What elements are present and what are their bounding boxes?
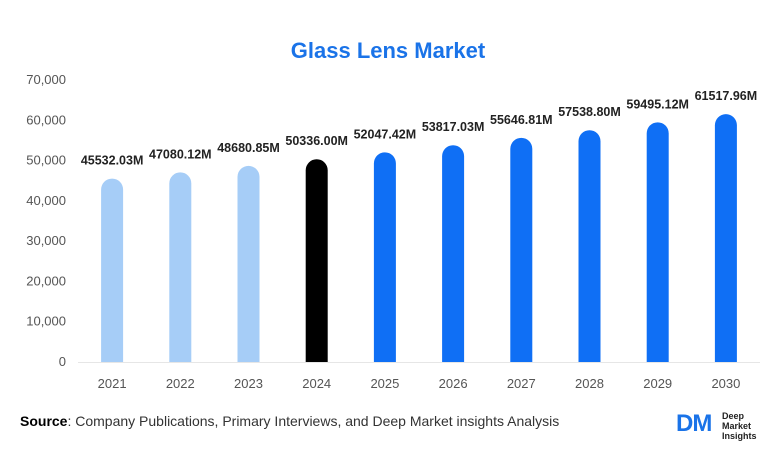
bar — [373, 152, 396, 362]
data-label: 53817.03M — [422, 120, 485, 134]
x-tick-label: 2026 — [439, 376, 468, 391]
x-tick-label: 2025 — [370, 376, 399, 391]
chart-title: Glass Lens Market — [290, 38, 486, 63]
data-label: 55646.81M — [490, 113, 553, 127]
logo-text: Deep Market Insights — [722, 411, 757, 441]
data-label: 61517.96M — [695, 89, 758, 103]
source-text: : Company Publications, Primary Intervie… — [67, 413, 560, 429]
logo-mark: DM — [676, 410, 712, 437]
x-tick-label: 2027 — [507, 376, 536, 391]
y-tick-label: 10,000 — [26, 314, 66, 329]
bar — [237, 165, 260, 362]
y-tick-label: 30,000 — [26, 233, 66, 248]
x-tick-label: 2021 — [98, 376, 127, 391]
y-tick-label: 60,000 — [26, 112, 66, 127]
bar — [510, 137, 533, 362]
bar — [169, 172, 192, 362]
source-label: Source — [20, 413, 68, 429]
x-tick-label: 2023 — [234, 376, 263, 391]
data-label: 59495.12M — [626, 97, 689, 111]
x-tick-label: 2022 — [166, 376, 195, 391]
bar — [101, 178, 124, 362]
data-label: 50336.00M — [285, 134, 348, 148]
data-label: 52047.42M — [354, 127, 417, 141]
y-tick-label: 50,000 — [26, 153, 66, 168]
x-tick-label: 2029 — [643, 376, 672, 391]
y-tick-label: 70,000 — [26, 72, 66, 87]
data-label: 57538.80M — [558, 105, 621, 119]
logo-line-1: Deep — [722, 411, 745, 421]
bar-chart: 0 10,000 20,000 30,000 40,000 50,000 60,000 70,… — [26, 72, 760, 391]
x-tick-label: 2024 — [302, 376, 331, 391]
y-tick-label: 40,000 — [26, 193, 66, 208]
logo-line-3: Insights — [722, 431, 757, 441]
y-tick-label: 20,000 — [26, 273, 66, 288]
y-tick-label: 0 — [59, 354, 66, 369]
bar — [714, 114, 737, 363]
bar — [442, 145, 465, 362]
data-label: 45532.03M — [81, 154, 144, 168]
x-tick-label: 2030 — [711, 376, 740, 391]
bar — [305, 159, 328, 362]
x-tick-label: 2028 — [575, 376, 604, 391]
logo-line-2: Market — [722, 421, 752, 431]
company-logo: DM Deep Market Insights — [676, 408, 766, 444]
bar — [646, 122, 669, 362]
bar — [578, 130, 601, 362]
data-label: 47080.12M — [149, 147, 212, 161]
data-label: 48680.85M — [217, 141, 280, 155]
source-note: Source: Company Publications, Primary In… — [20, 413, 559, 429]
